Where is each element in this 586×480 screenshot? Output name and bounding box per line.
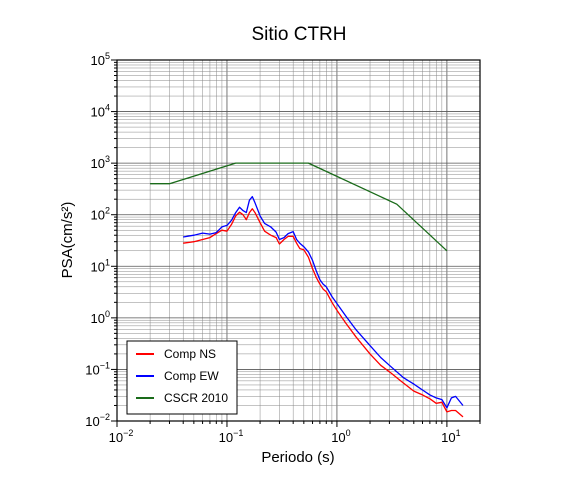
series-layer	[150, 162, 464, 418]
x-tick-label: 10−2	[109, 428, 134, 445]
plot-frame	[116, 59, 481, 422]
y-tick-label: 102	[91, 206, 110, 223]
x-tick-label: 100	[331, 428, 350, 445]
y-tick-label: 103	[91, 154, 110, 171]
chart-title: Sitio CTRH	[251, 24, 346, 45]
y-tick-label: 10−1	[85, 360, 110, 377]
y-tick-label: 101	[91, 257, 110, 274]
legend-label: Comp EW	[164, 369, 219, 383]
series-line-comp-ns	[183, 208, 464, 418]
y-tick-label: 104	[91, 103, 110, 120]
series-line-cscr-2010	[150, 162, 448, 252]
y-tick-label: 105	[91, 51, 110, 68]
y-tick-label: 10−2	[85, 412, 110, 429]
y-axis-label: PSA(cm/s²)	[59, 202, 76, 279]
legend: Comp NS Comp EW CSCR 2010	[126, 340, 238, 415]
x-tick-label: 101	[441, 428, 460, 445]
legend-label: Comp NS	[164, 347, 216, 361]
y-tick-label: 100	[91, 309, 110, 326]
x-tick-label: 10−1	[219, 428, 244, 445]
x-axis-label: Periodo (s)	[261, 449, 334, 466]
ticks: 10−2 10−1 100 101 10−2 10−1 100 101 102 103 104 105	[85, 51, 481, 445]
legend-label: CSCR 2010	[164, 391, 228, 405]
series-line-comp-ew	[183, 195, 464, 409]
